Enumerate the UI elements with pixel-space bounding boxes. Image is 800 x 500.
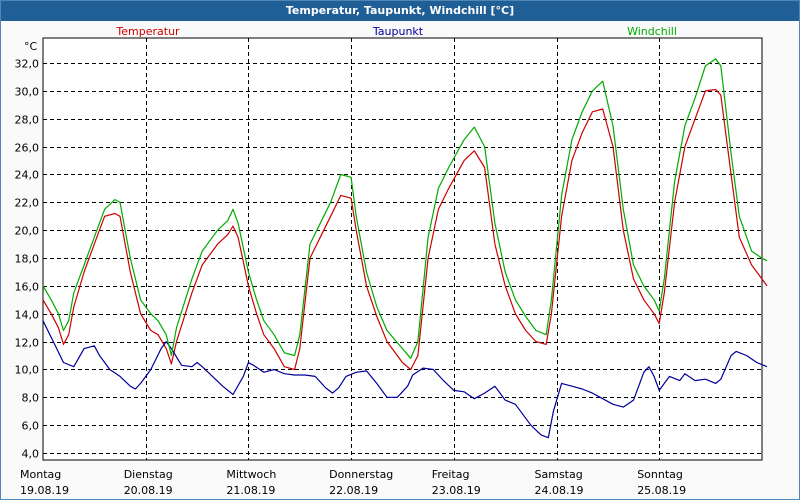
y-tick-label: 24,0 (15, 169, 40, 182)
x-category-date: 21.08.19 (226, 484, 275, 497)
y-tick-label: 30,0 (15, 86, 40, 99)
x-category-day: Freitag (432, 468, 470, 481)
plot-area (42, 37, 763, 461)
window-title: Temperatur, Taupunkt, Windchill [°C] (1, 1, 799, 21)
series-line-taupunkt (42, 320, 768, 439)
legend-taupunkt: Taupunkt (372, 25, 424, 38)
y-tick-label: 20,0 (15, 225, 40, 238)
x-category-date: 19.08.19 (20, 484, 69, 497)
x-category-day: Dienstag (124, 468, 173, 481)
y-tick-label: 22,0 (15, 197, 40, 210)
y-tick-label: 18,0 (15, 253, 40, 266)
y-tick-label: 26,0 (15, 142, 40, 155)
y-tick-label: 10,0 (15, 364, 40, 377)
x-category-day: Montag (20, 468, 61, 481)
x-category-date: 24.08.19 (535, 484, 584, 497)
y-tick-label: 28,0 (15, 114, 40, 127)
x-category-day: Sonntag (637, 468, 683, 481)
y-tick-label: 8,0 (22, 392, 40, 405)
x-category-date: 25.08.19 (637, 484, 686, 497)
series-line-temperatur (42, 88, 768, 371)
x-category-date: 23.08.19 (432, 484, 481, 497)
x-category-date: 22.08.19 (329, 484, 378, 497)
y-tick-label: 32,0 (15, 58, 40, 71)
x-category-date: 20.08.19 (124, 484, 173, 497)
y-tick-label: 4,0 (22, 448, 40, 461)
x-category-day: Samstag (535, 468, 583, 481)
legend-windchill: Windchill (627, 25, 677, 38)
y-tick-label: 14,0 (15, 309, 40, 322)
y-tick-label: 12,0 (15, 337, 40, 350)
x-category-day: Donnerstag (329, 468, 393, 481)
legend-temperatur: Temperatur (115, 25, 180, 38)
x-category-day: Mittwoch (226, 468, 276, 481)
y-tick-label: 6,0 (22, 420, 40, 433)
series-line-windchill (42, 58, 768, 359)
y-axis-label: °C (24, 40, 38, 53)
y-tick-label: 16,0 (15, 281, 40, 294)
